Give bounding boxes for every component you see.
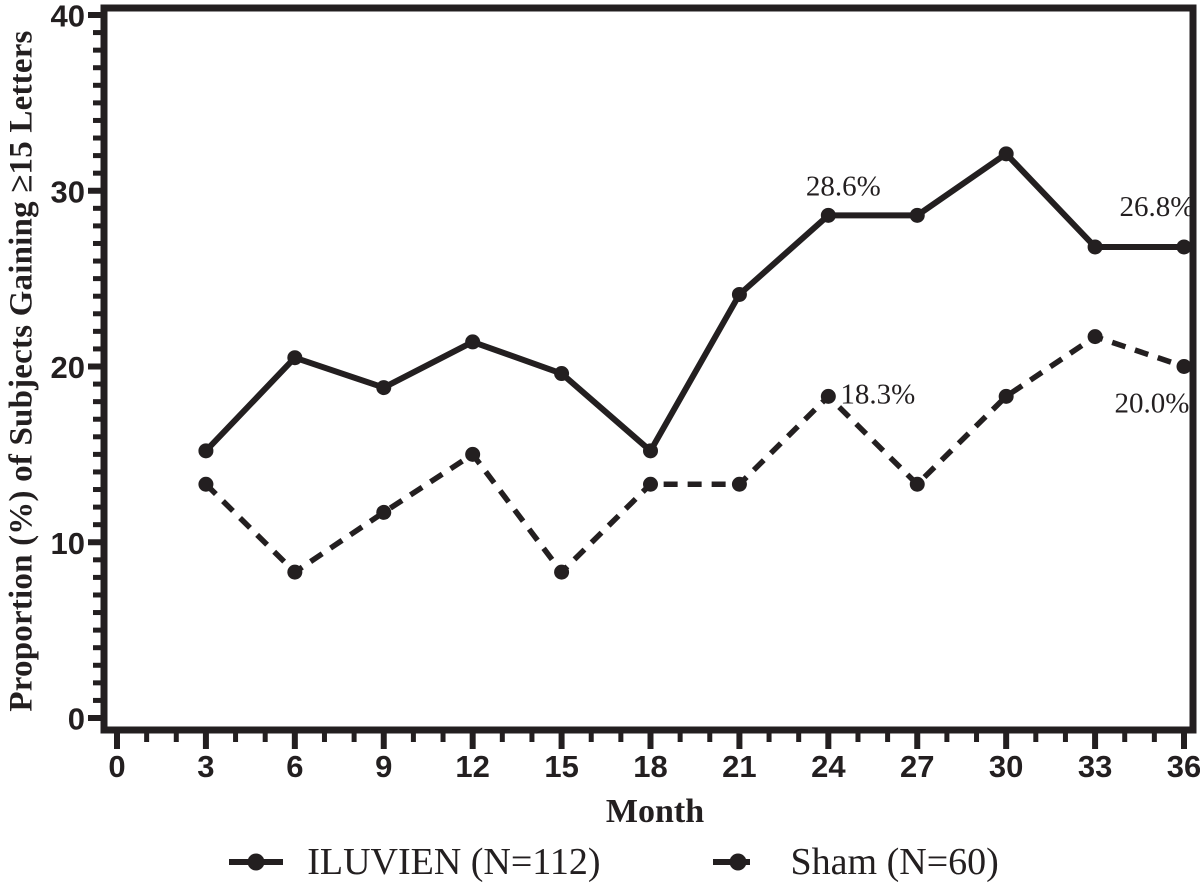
x-tick-label: 36	[1167, 749, 1200, 784]
data-label: 28.6%	[806, 170, 881, 202]
dashed-line-marker-icon	[712, 853, 767, 871]
x-tick-label: 33	[1078, 749, 1112, 784]
x-tick-label: 3	[197, 749, 214, 784]
series-point-iluvien-n-112	[909, 207, 925, 223]
y-tick-label: 0	[68, 702, 85, 737]
series-point-iluvien-n-112	[998, 146, 1014, 162]
series-point-sham-n-60	[554, 564, 570, 580]
solid-line-marker-icon	[229, 853, 284, 871]
series-point-iluvien-n-112	[643, 443, 658, 459]
data-label: 26.8%	[1120, 191, 1195, 223]
x-axis-title: Month	[605, 793, 705, 830]
y-axis-title: Proportion (%) of Subjects Gaining ≥15 L…	[3, 30, 40, 712]
series-point-sham-n-60	[643, 476, 658, 492]
series-point-iluvien-n-112	[820, 207, 836, 223]
series-point-iluvien-n-112	[1176, 239, 1192, 255]
x-tick-label: 9	[375, 749, 392, 784]
x-tick-label: 18	[633, 749, 667, 784]
x-tick-label: 15	[544, 749, 578, 784]
series-point-sham-n-60	[1087, 329, 1103, 345]
data-label: 20.0%	[1115, 388, 1190, 420]
x-tick-label: 21	[722, 749, 756, 784]
series-point-sham-n-60	[287, 564, 303, 580]
series-point-iluvien-n-112	[554, 366, 570, 382]
x-tick-label: 27	[900, 749, 934, 784]
x-tick-label: 24	[811, 749, 846, 784]
data-label: 18.3%	[840, 378, 915, 410]
legend: ILUVIEN (N=112) Sham (N=60)	[0, 840, 1200, 884]
legend-label-sham: Sham (N=60)	[790, 841, 999, 883]
x-tick-label: 12	[455, 749, 489, 784]
series-point-sham-n-60	[998, 388, 1014, 404]
series-point-sham-n-60	[909, 476, 925, 492]
y-tick-label: 40	[51, 0, 85, 34]
plot-frame	[100, 4, 1197, 734]
series-line-sham-n-60	[203, 333, 1185, 575]
series-point-sham-n-60	[820, 388, 836, 404]
series-point-sham-n-60	[465, 446, 481, 462]
series-point-sham-n-60	[198, 476, 214, 492]
series-point-iluvien-n-112	[1087, 239, 1103, 255]
series-point-iluvien-n-112	[465, 334, 481, 350]
y-tick-label: 10	[51, 526, 85, 561]
series-line-iluvien-n-112	[203, 150, 1184, 454]
series-point-sham-n-60	[731, 476, 747, 492]
series-point-iluvien-n-112	[287, 350, 303, 366]
y-tick-label: 20	[51, 350, 85, 385]
legend-label-iluvien: ILUVIEN (N=112)	[307, 841, 601, 883]
series-point-iluvien-n-112	[376, 380, 392, 396]
x-tick-label: 0	[108, 749, 125, 784]
series-point-iluvien-n-112	[198, 443, 214, 459]
legend-item-sham: Sham (N=60)	[711, 840, 999, 884]
series-point-sham-n-60	[376, 504, 392, 520]
series-point-iluvien-n-112	[731, 286, 747, 302]
legend-item-iluvien: ILUVIEN (N=112)	[227, 840, 601, 884]
x-tick-label: 30	[989, 749, 1023, 784]
x-tick-label: 6	[286, 749, 303, 784]
series-point-sham-n-60	[1176, 359, 1192, 374]
y-tick-label: 30	[51, 174, 85, 209]
